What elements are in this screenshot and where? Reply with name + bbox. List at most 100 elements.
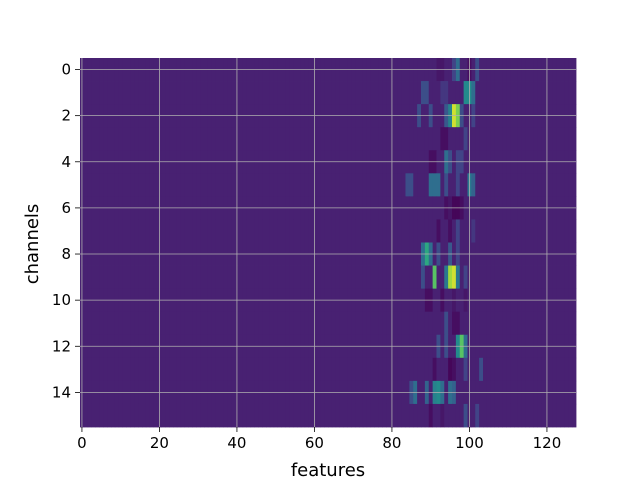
heatmap-cell [548, 311, 554, 336]
heatmap-cell [471, 403, 476, 428]
heatmap-cell [180, 173, 186, 197]
heatmap-cell [529, 127, 534, 151]
heatmap-cell [200, 173, 205, 197]
heatmap-cell [145, 403, 151, 428]
heatmap-cell [87, 311, 93, 336]
heatmap-cell [483, 219, 488, 243]
heatmap-cell [459, 311, 465, 336]
heatmap-cell [250, 403, 255, 428]
x-tick-label: 40 [227, 434, 246, 452]
heatmap-cell [413, 219, 418, 243]
heatmap-cell [572, 265, 577, 290]
heatmap-cell [91, 127, 96, 151]
heatmap-cell [246, 219, 251, 243]
heatmap-cell [246, 81, 251, 105]
heatmap-cell [362, 311, 368, 336]
heatmap-cell [359, 265, 364, 290]
heatmap-cell [440, 311, 445, 336]
heatmap-cell [308, 173, 313, 197]
heatmap-cell [204, 219, 209, 243]
heatmap-cell [107, 219, 112, 243]
heatmap-cell [215, 173, 220, 197]
heatmap-cell [188, 173, 193, 197]
heatmap-cell [300, 403, 306, 428]
heatmap-cell [118, 219, 124, 243]
heatmap-cell [153, 127, 158, 151]
heatmap-cell [382, 173, 387, 197]
heatmap-cell [347, 219, 352, 243]
heatmap-cell [176, 219, 182, 243]
heatmap-cell [421, 311, 426, 336]
heatmap-cell [266, 265, 271, 290]
heatmap-cell [517, 357, 523, 382]
heatmap-cell [258, 265, 263, 290]
heatmap-cell [572, 219, 577, 243]
x-axis-ticks: 0 20 40 60 80 100 120 [77, 427, 561, 452]
heatmap-cell [374, 81, 379, 105]
heatmap-cell [409, 265, 414, 290]
heatmap-cell [405, 403, 410, 428]
heatmap-cell [370, 173, 375, 197]
heatmap-cell [455, 403, 461, 428]
heatmap-cell [308, 127, 313, 151]
heatmap-cell [355, 219, 360, 243]
heatmap-cell [188, 403, 193, 428]
heatmap-cell [572, 173, 577, 197]
heatmap-cell [401, 311, 406, 336]
heatmap-cell [231, 173, 236, 197]
heatmap-cell [475, 219, 480, 243]
heatmap-cell [211, 311, 217, 336]
heatmap-cell [436, 127, 441, 151]
heatmap-cell [95, 173, 100, 197]
heatmap-cell [459, 81, 465, 105]
heatmap-cell [568, 173, 573, 197]
heatmap-cell [227, 127, 232, 151]
heatmap-cell [339, 81, 344, 105]
heatmap-cell [351, 173, 356, 197]
heatmap-cell [149, 265, 155, 290]
heatmap-cell [335, 127, 341, 151]
heatmap-cell [347, 265, 352, 290]
heatmap-cell [238, 81, 244, 105]
heatmap-cell [138, 219, 143, 243]
heatmap-cell [362, 127, 368, 151]
heatmap-cell [219, 127, 224, 151]
heatmap-cell [432, 127, 437, 151]
heatmap-cell [262, 173, 267, 197]
heatmap-cell [436, 311, 441, 336]
heatmap-cell [490, 127, 496, 151]
heatmap-cell [498, 219, 503, 243]
heatmap-cell [238, 219, 244, 243]
heatmap-cell [297, 403, 302, 428]
heatmap-cell [161, 311, 166, 336]
heatmap-cell [537, 311, 542, 336]
heatmap-cell [196, 127, 201, 151]
heatmap-cell [448, 127, 453, 151]
heatmap-cell [514, 81, 519, 105]
heatmap-cell [397, 357, 403, 382]
heatmap-cell [455, 311, 461, 336]
heatmap-cell [529, 357, 534, 382]
heatmap-cell [114, 219, 120, 243]
heatmap-cell [448, 81, 453, 105]
heatmap-cell [556, 403, 561, 428]
heatmap-cell [421, 403, 426, 428]
heatmap-cell [308, 81, 313, 105]
heatmap-cell [502, 173, 507, 197]
heatmap-cell [459, 403, 465, 428]
heatmap-cell [541, 265, 546, 290]
heatmap-cell [514, 357, 519, 382]
heatmap-cell [91, 173, 96, 197]
heatmap-cell [328, 311, 333, 336]
heatmap-cell [83, 127, 89, 151]
heatmap-cell [184, 265, 189, 290]
heatmap-cell [165, 357, 170, 382]
heatmap-cell [413, 357, 418, 382]
heatmap-cell [343, 265, 348, 290]
heatmap-cell [560, 127, 565, 151]
heatmap-cell [541, 81, 546, 105]
heatmap-cell [413, 265, 418, 290]
heatmap-cell [455, 127, 461, 151]
heatmap-cell [196, 357, 201, 382]
